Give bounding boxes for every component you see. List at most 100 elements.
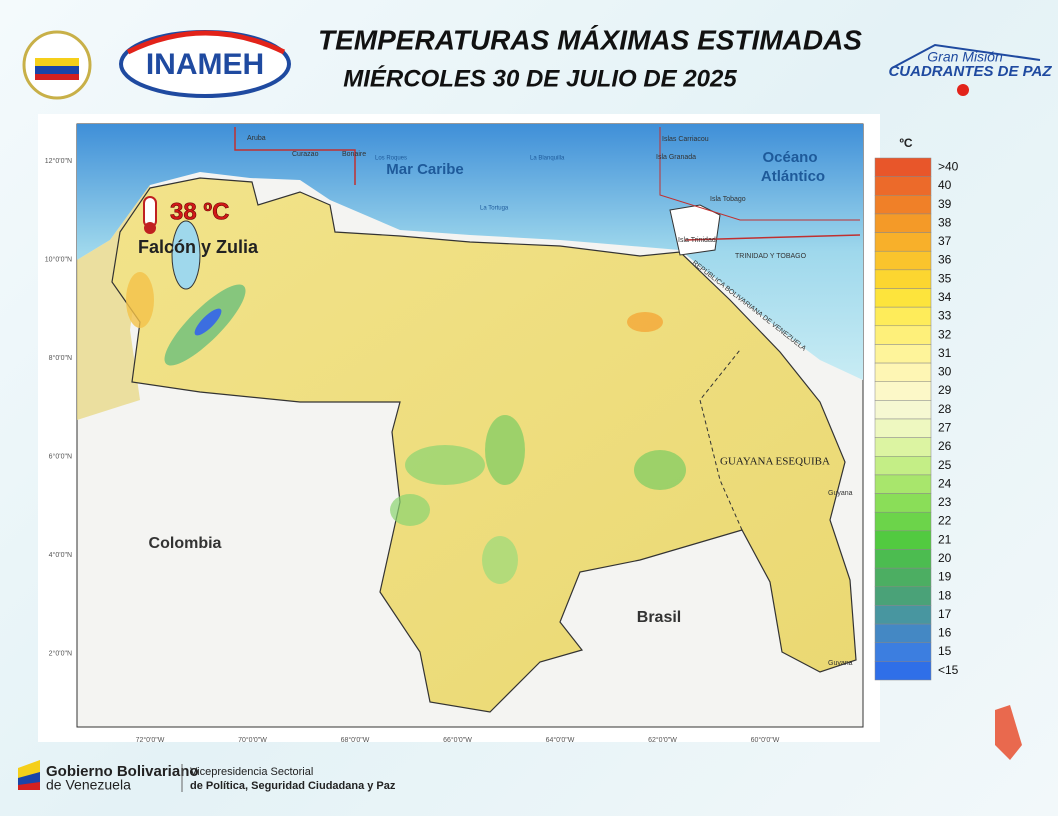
legend-swatch — [874, 362, 932, 382]
highlight-value: 38 ºC — [170, 198, 229, 225]
lon-label: 70°0'0"W — [238, 736, 267, 744]
andes-peak — [194, 308, 222, 336]
legend-label: 16 — [938, 626, 952, 640]
legend-label: 35 — [938, 271, 952, 285]
ocean-label: Océano — [762, 149, 817, 166]
legend-swatch — [874, 288, 932, 308]
legend-swatch — [874, 623, 932, 643]
lon-label: 60°0'0"W — [751, 736, 780, 744]
legend-label: 31 — [938, 346, 952, 360]
subtitle: MIÉRCOLES 30 DE JULIO DE 2025 — [343, 64, 737, 92]
legend-label: 38 — [938, 215, 952, 229]
legend-label: 33 — [938, 309, 952, 323]
legend-swatch — [874, 176, 932, 196]
place-label: Guyana — [828, 490, 853, 497]
place-label: Islas Carriacou — [662, 136, 709, 143]
legend-swatch — [874, 325, 932, 345]
legend-label: 15 — [938, 644, 952, 658]
logo-text: CUADRANTES DE PAZ — [888, 63, 1052, 80]
legend-swatch — [874, 157, 932, 177]
legend-swatch — [874, 605, 932, 625]
legend-label: 34 — [938, 290, 952, 304]
lat-label: 12°0'0"N — [45, 157, 72, 165]
footer-text: Vicepresidencia Sectorial — [190, 766, 313, 778]
sea — [77, 124, 863, 380]
legend-swatch — [874, 474, 932, 494]
legend-swatch — [874, 381, 932, 401]
legend-label: 17 — [938, 607, 952, 621]
logo-text: INAMEH — [146, 48, 264, 81]
footer: Gobierno Bolivariano de Venezuela Vicepr… — [18, 705, 1022, 793]
sea-label: Mar Caribe — [386, 161, 464, 178]
legend-swatch — [874, 213, 932, 233]
legend-label: 40 — [938, 178, 952, 192]
legend-label: 22 — [938, 514, 952, 528]
bicentennial-logo — [995, 705, 1022, 760]
place-label: Bonaire — [342, 151, 366, 158]
venezuela — [111, 177, 857, 713]
legend-label: 26 — [938, 439, 952, 453]
legend-swatch — [874, 195, 932, 215]
place-label: TRINIDAD Y TOBAGO — [735, 253, 807, 260]
legend-swatch — [874, 344, 932, 364]
legend-label: 18 — [938, 588, 952, 602]
place-label: Curazao — [292, 151, 319, 158]
footer-text: de Política, Seguridad Ciudadana y Paz — [190, 780, 396, 792]
place-label: Guyana — [828, 660, 853, 667]
lon-label: 62°0'0"W — [648, 736, 677, 744]
place-label: Los Roques — [375, 156, 407, 162]
place-label: Isla Tobago — [710, 196, 746, 203]
legend-label: 32 — [938, 327, 952, 341]
place-label: Isla Granada — [656, 154, 696, 161]
legend-swatch — [874, 437, 932, 457]
legend-label: 36 — [938, 253, 952, 267]
legend-swatch — [874, 661, 932, 681]
lon-label: 66°0'0"W — [443, 736, 472, 744]
legend-label: 28 — [938, 402, 952, 416]
lon-label: 72°0'0"W — [136, 736, 165, 744]
region-label: GUAYANA ESEQUIBA — [720, 456, 830, 468]
header: INAMEH TEMPERATURAS MÁXIMAS ESTIMADAS MI… — [22, 24, 1052, 100]
legend-swatch — [874, 269, 932, 289]
legend-swatch — [874, 400, 932, 420]
place-label: Isla Trinidad — [678, 237, 716, 244]
footer-text: Gobierno Bolivariano — [46, 763, 199, 780]
legend-swatch — [874, 549, 932, 569]
legend-label: 25 — [938, 458, 952, 472]
ocean-label: Atlántico — [761, 168, 825, 185]
legend-label: 27 — [938, 420, 952, 434]
highlight-region: Falcón y Zulia — [138, 237, 259, 257]
legend-label: 30 — [938, 365, 952, 379]
legend-swatch — [874, 530, 932, 550]
legend-swatch — [874, 511, 932, 532]
legend-label: 21 — [938, 532, 952, 546]
legend-swatch — [874, 642, 932, 662]
lon-label: 68°0'0"W — [341, 736, 370, 744]
legend-label: 39 — [938, 197, 952, 211]
legend-swatch — [874, 232, 932, 252]
legend-label: >40 — [938, 159, 959, 173]
legend-swatch — [874, 306, 932, 327]
country-label: Colombia — [149, 535, 222, 552]
lat-label: 8°0'0"N — [49, 354, 72, 362]
place-label: La Blanquilla — [530, 156, 565, 162]
place-label: Aruba — [247, 135, 266, 142]
legend-swatch — [874, 493, 932, 513]
title: TEMPERATURAS MÁXIMAS ESTIMADAS — [318, 24, 862, 55]
legend-swatch — [874, 250, 932, 271]
legend-label: 19 — [938, 570, 952, 584]
legend-swatch — [874, 567, 932, 588]
map: 38 ºC Falcón y Zulia Mar Caribe Océano A… — [45, 123, 864, 744]
legend-swatch — [874, 418, 932, 438]
legend-label: 24 — [938, 476, 952, 490]
lat-label: 4°0'0"N — [49, 551, 72, 559]
legend-swatch — [874, 456, 932, 476]
lake-maracaibo — [171, 220, 201, 290]
legend: >40 40 39 38 37 36 35 34 33 32 31 30 29 28 27 26 25 24 23 2… — [874, 157, 959, 681]
legend-label: 20 — [938, 551, 952, 565]
legend-label: <15 — [938, 663, 959, 677]
legend-label: 23 — [938, 495, 952, 509]
lat-label: 2°0'0"N — [49, 649, 72, 657]
